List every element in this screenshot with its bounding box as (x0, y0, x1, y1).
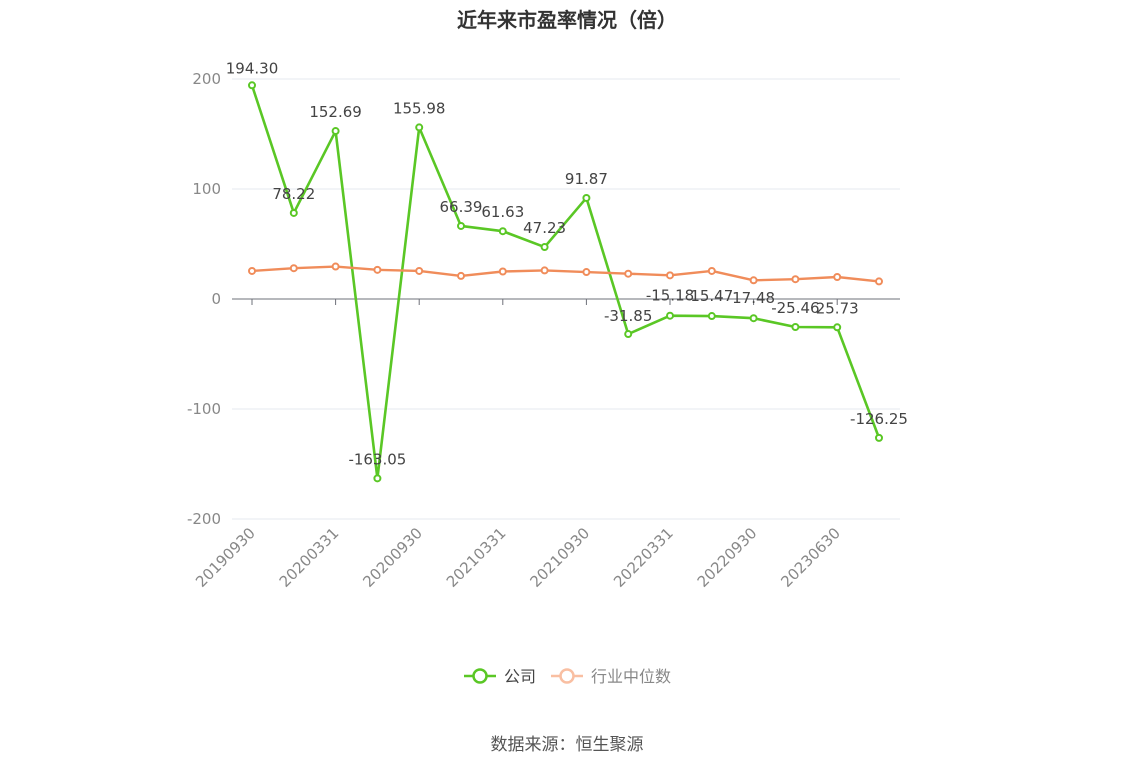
data-label: -31.85 (604, 307, 652, 325)
company-data-point[interactable] (415, 123, 424, 132)
legend-marker-icon (472, 668, 488, 684)
industry-data-point[interactable] (415, 266, 424, 275)
legend[interactable]: 公司 行业中位数 (464, 667, 671, 686)
label-layer: 194.30 78.22 152.69 -163.05 155.98 66.3961.63… (226, 59, 908, 468)
company-data-point[interactable] (457, 221, 465, 230)
y-tick-label: -100 (187, 400, 221, 418)
data-label: -126.25 (850, 410, 908, 428)
series-layer (248, 81, 883, 483)
legend-item-company[interactable]: 公司 (464, 667, 536, 686)
x-tick-label: 20230630 (777, 524, 844, 591)
data-label: 15.47 (690, 287, 733, 305)
industry-data-point[interactable] (289, 264, 298, 273)
series-line-industry-median (251, 265, 880, 283)
x-tick-label: 20200331 (276, 524, 343, 591)
company-data-point[interactable] (624, 330, 633, 339)
data-label: -25.46 (771, 299, 819, 317)
company-data-point[interactable] (248, 81, 256, 90)
company-data-point[interactable] (289, 208, 298, 217)
data-label: 61.63 (481, 203, 524, 221)
industry-data-point[interactable] (457, 271, 465, 280)
x-tick-label: 20210331 (443, 524, 510, 591)
industry-data-point[interactable] (331, 262, 340, 271)
industry-data-point[interactable] (833, 273, 842, 281)
company-data-point[interactable] (833, 323, 842, 332)
company-data-point[interactable] (707, 312, 716, 321)
data-label: 17.48 (732, 289, 775, 307)
data-label: 194.30 (226, 59, 279, 77)
chart-title: 近年来市盈率情况（倍） (457, 8, 677, 32)
x-tick-label: 20210930 (527, 524, 594, 591)
company-data-point[interactable] (749, 314, 758, 323)
company-data-point[interactable] (373, 474, 382, 483)
company-data-point[interactable] (498, 227, 507, 236)
industry-data-point[interactable] (624, 269, 633, 278)
industry-data-point[interactable] (582, 268, 591, 277)
industry-data-point[interactable] (373, 265, 382, 274)
data-label: 66.39 (440, 198, 483, 216)
x-tick-label: 20220331 (610, 524, 677, 591)
industry-data-point[interactable] (498, 267, 507, 276)
x-tick-label: 20220930 (694, 524, 761, 591)
legend-label: 行业中位数 (591, 667, 671, 686)
industry-data-point[interactable] (875, 277, 883, 286)
data-label: 91.87 (565, 170, 608, 188)
industry-data-point[interactable] (540, 266, 549, 275)
legend-item-industry-median[interactable]: 行业中位数 (551, 667, 671, 686)
x-tick-label: 20190930 (192, 524, 259, 591)
industry-data-point[interactable] (666, 271, 674, 280)
data-label: 155.98 (393, 99, 446, 117)
data-label: 78.22 (272, 185, 315, 203)
legend-label: 公司 (504, 667, 536, 686)
legend-marker-icon (559, 668, 575, 684)
industry-data-point[interactable] (707, 266, 716, 275)
y-tick-label: 100 (192, 180, 221, 198)
source-note: 数据来源：恒生聚源 (490, 735, 644, 755)
company-data-point[interactable] (582, 193, 591, 202)
company-data-point[interactable] (331, 127, 340, 136)
industry-data-point[interactable] (248, 266, 256, 275)
data-label: -163.05 (348, 450, 406, 468)
data-label: 47.23 (523, 219, 566, 237)
industry-data-point[interactable] (749, 276, 758, 285)
y-tick-label: -200 (187, 510, 221, 528)
company-data-point[interactable] (791, 323, 800, 332)
x-tick-label: 20200930 (359, 524, 426, 591)
data-label: 152.69 (309, 103, 362, 121)
industry-data-point[interactable] (791, 275, 800, 284)
y-tick-label: 200 (192, 70, 221, 88)
company-data-point[interactable] (666, 311, 674, 320)
company-data-point[interactable] (875, 433, 883, 442)
series-line-company (250, 84, 881, 480)
y-tick-label: 0 (211, 290, 221, 308)
company-data-point[interactable] (540, 243, 549, 252)
data-label: -15.18 (646, 287, 694, 305)
data-label: 25.73 (816, 299, 859, 317)
